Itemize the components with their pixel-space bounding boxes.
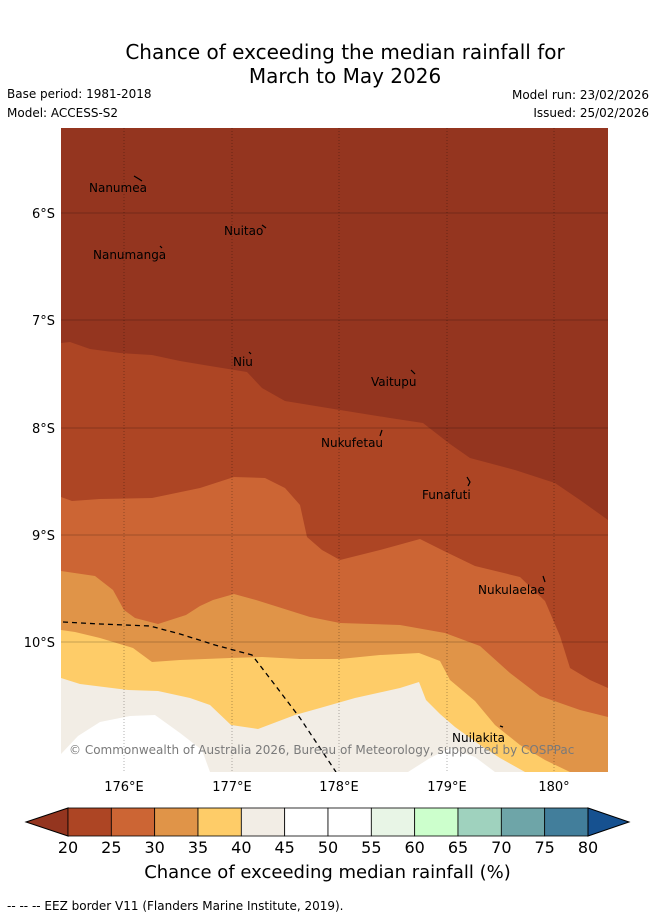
colorbar-swatch (544, 807, 589, 837)
chart-title: Chance of exceeding the median rainfall … (0, 40, 655, 88)
colorbar-under-arrow (24, 807, 69, 837)
base-period: Base period: 1981-2018 (7, 87, 152, 101)
colorbar-swatch (67, 807, 112, 837)
colorbar-over-arrow (587, 807, 631, 837)
colorbar-tick-label: 30 (144, 838, 165, 857)
colorbar-tick-label: 80 (577, 838, 599, 857)
colorbar-swatch (500, 807, 546, 837)
lon-label-177: 177°E (212, 780, 252, 795)
colorbar-swatch (327, 807, 372, 837)
copyright-notice: © Commonwealth of Australia 2026, Bureau… (69, 743, 574, 757)
lon-label-178: 178°E (319, 780, 359, 795)
band-45-55 (61, 715, 210, 772)
island-label-vaitupu: Vaitupu (371, 375, 417, 389)
colorbar (24, 807, 631, 837)
island-shapes (133, 175, 546, 728)
lon-label-179: 179°E (427, 780, 467, 795)
lat-label-7s: 7°S (32, 314, 55, 329)
island-label-nuilakita: Nuilakita (452, 731, 505, 745)
issued-date: Issued: 25/02/2026 (533, 106, 649, 120)
colorbar-tick-label: 45 (274, 838, 295, 857)
lat-label-6s: 6°S (32, 207, 55, 222)
colorbar-swatch (110, 807, 156, 837)
colorbar-tick-label: 70 (491, 838, 512, 857)
lat-label-8s: 8°S (32, 422, 55, 437)
colorbar-tick-label: 55 (361, 838, 382, 857)
title-line-1: Chance of exceeding the median rainfall … (125, 40, 565, 64)
colorbar-tick-label: 35 (187, 838, 209, 857)
colorbar-swatch (370, 807, 416, 837)
colorbar-tick-label: 20 (57, 838, 79, 857)
colorbar-swatch (414, 807, 459, 837)
colorbar-swatch (154, 807, 199, 837)
island-label-nanumea: Nanumea (89, 181, 147, 195)
title-line-2: March to May 2026 (248, 64, 442, 88)
colorbar-tick-label: 75 (534, 838, 555, 857)
island-label-nukufetau: Nukufetau (321, 436, 383, 450)
colorbar-tick-label: 65 (447, 838, 469, 857)
lon-label-176: 176°E (104, 780, 144, 795)
colorbar-tick-label: 50 (317, 838, 339, 857)
island-label-nuitao: Nuitao (224, 224, 263, 238)
lat-label-9s: 9°S (32, 529, 55, 544)
lat-label-10s: 10°S (24, 636, 55, 651)
colorbar-swatch (457, 807, 502, 837)
eez-border (62, 621, 337, 772)
island-label-niu: Niu (233, 355, 253, 369)
island-label-nukulaelae: Nukulaelae (478, 583, 545, 597)
colorbar-tick-label: 60 (404, 838, 425, 857)
eez-footnote: -- -- -- EEZ border V11 (Flanders Marine… (7, 899, 344, 913)
island-label-nanumanga: Nanumanga (93, 248, 166, 262)
model-run: Model run: 23/02/2026 (511, 88, 649, 102)
gridlines (123, 128, 555, 772)
colorbar-tick-label: 40 (231, 838, 252, 857)
colorbar-swatch (197, 807, 242, 837)
colorbar-tick-label: 25 (101, 838, 122, 857)
colorbar-swatch (240, 807, 286, 837)
colorbar-swatch (284, 807, 329, 837)
lat-gridlines (61, 212, 608, 643)
model-name: Model: ACCESS-S2 (7, 106, 119, 120)
colorbar-label: Chance of exceeding median rainfall (%) (144, 862, 511, 883)
island-label-funafuti: Funafuti (422, 488, 471, 502)
lon-label-180: 180° (538, 780, 569, 795)
band-45-55-east (408, 748, 495, 772)
map-fill: Nanumea Nuitao Nanumanga Niu Vaitupu Nuk… (61, 128, 608, 772)
